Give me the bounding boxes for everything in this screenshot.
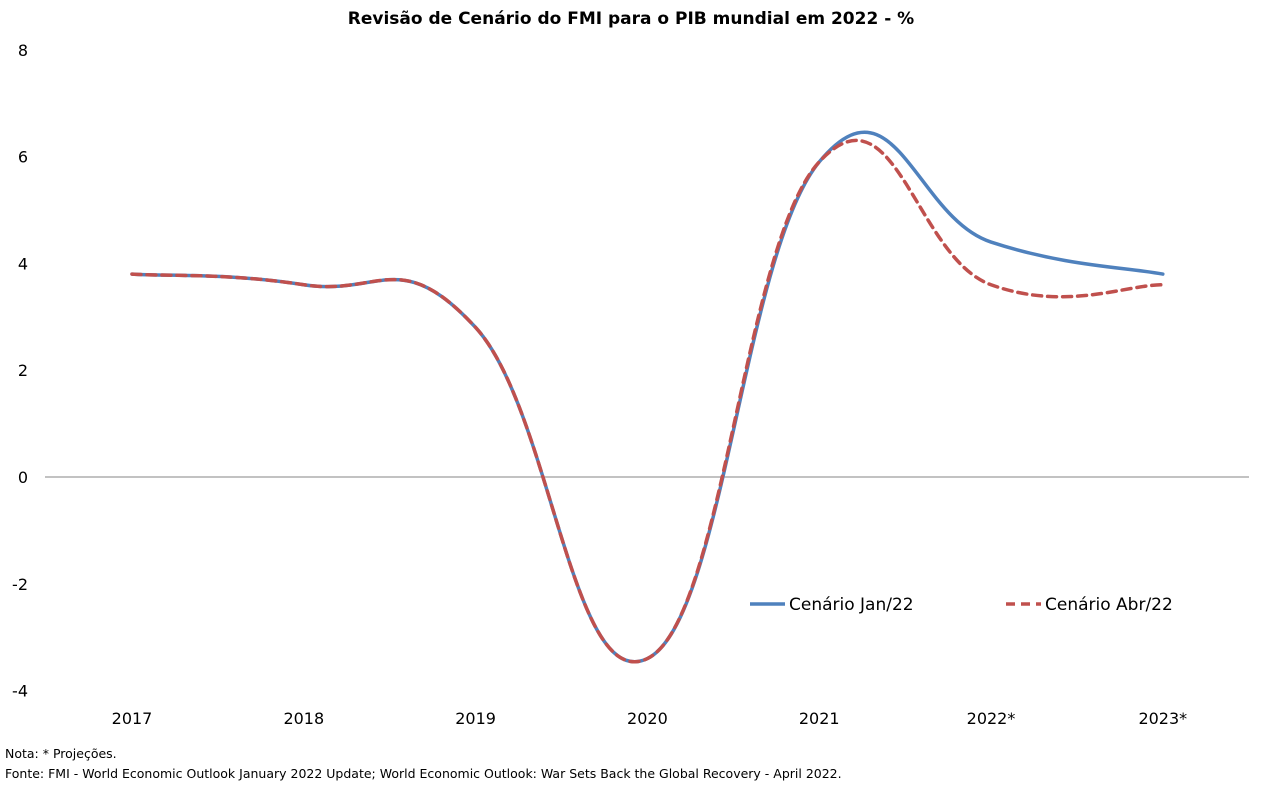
legend: Cenário Jan/22 Cenário Abr/22: [750, 595, 1173, 615]
y-tick-label: 4: [18, 254, 28, 273]
y-tick-label: 8: [18, 41, 28, 60]
y-tick-label: -4: [12, 682, 28, 701]
y-tick-label: -2: [12, 575, 28, 594]
x-tick-label: 2020: [627, 709, 668, 728]
x-tick-label: 2019: [455, 709, 496, 728]
x-tick-label: 2022*: [967, 709, 1016, 728]
x-tick-label: 2021: [799, 709, 840, 728]
legend-label-jan: Cenário Jan/22: [789, 595, 914, 615]
series-lines: [130, 130, 1165, 664]
series-line-jan: [130, 130, 1165, 664]
y-tick-label: 0: [18, 468, 28, 487]
legend-label-abr: Cenário Abr/22: [1045, 595, 1173, 615]
x-tick-label: 2017: [112, 709, 153, 728]
series-line-abr: [130, 138, 1165, 664]
y-tick-label: 6: [18, 148, 28, 167]
y-tick-label: 2: [18, 361, 28, 380]
x-tick-label: 2018: [283, 709, 324, 728]
x-tick-label: 2023*: [1138, 709, 1187, 728]
y-axis: 8 6 4 2 0 -2 -4: [12, 41, 28, 701]
source-text: Fonte: FMI - World Economic Outlook Janu…: [5, 766, 842, 781]
chart-notes: Nota: * Projeções. Fonte: FMI - World Ec…: [5, 744, 842, 784]
note-text: Nota: * Projeções.: [5, 746, 117, 761]
chart-title: Revisão de Cenário do FMI para o PIB mun…: [348, 9, 914, 29]
x-axis: 2017 2018 2019 2020 2021 2022* 2023*: [112, 709, 1188, 728]
